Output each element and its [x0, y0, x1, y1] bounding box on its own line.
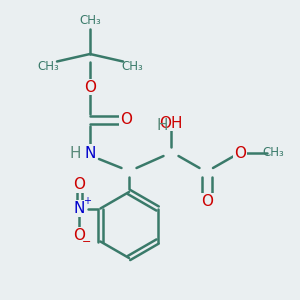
Text: O: O — [74, 228, 86, 243]
Text: O: O — [74, 177, 86, 192]
Text: O: O — [201, 194, 213, 208]
Text: N: N — [74, 201, 85, 216]
Text: CH₃: CH₃ — [262, 146, 284, 160]
Text: OH: OH — [159, 116, 183, 130]
Text: N: N — [84, 146, 96, 160]
Text: H: H — [69, 146, 81, 160]
Text: CH₃: CH₃ — [121, 59, 143, 73]
Text: −: − — [82, 236, 92, 247]
Text: O: O — [84, 80, 96, 94]
Text: O: O — [120, 112, 132, 128]
Text: H: H — [156, 118, 168, 134]
Text: +: + — [83, 196, 91, 206]
Text: CH₃: CH₃ — [37, 59, 59, 73]
Text: CH₃: CH₃ — [79, 14, 101, 28]
Text: O: O — [234, 146, 246, 160]
